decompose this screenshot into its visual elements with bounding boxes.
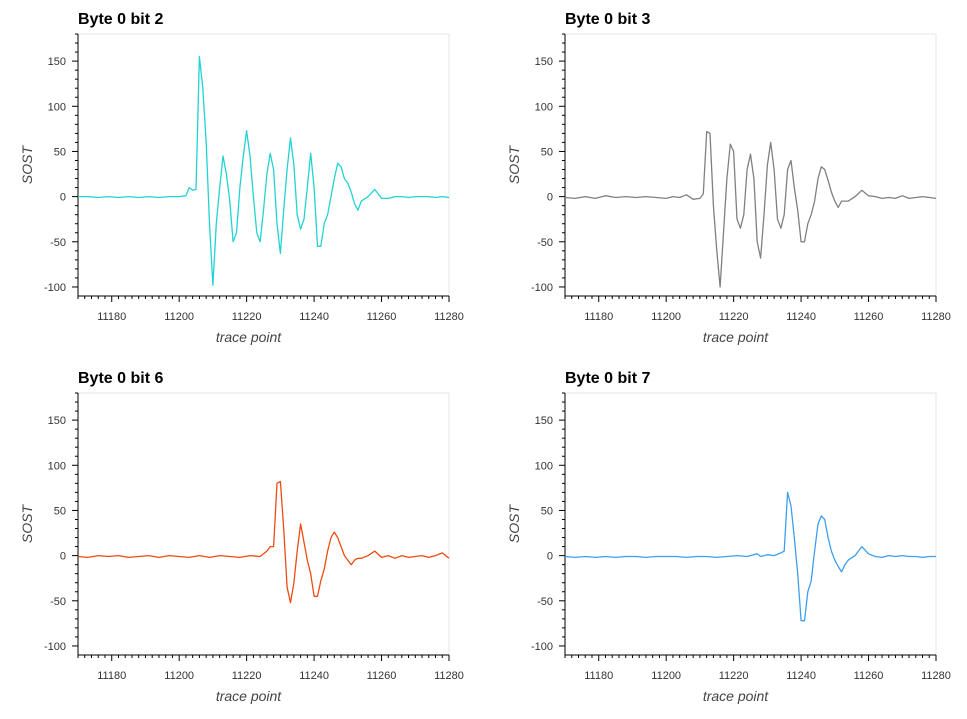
x-tick-label: 11200	[651, 311, 681, 323]
chart-title: Byte 0 bit 3	[565, 11, 650, 28]
x-tick-label: 11240	[299, 670, 329, 682]
y-tick-label: 100	[48, 460, 66, 472]
y-tick-label: -100	[44, 641, 66, 653]
y-tick-label: 50	[541, 505, 553, 517]
x-tick-label: 11220	[232, 311, 262, 323]
y-tick-label: -50	[50, 237, 66, 249]
x-tick-label: 11200	[164, 311, 194, 323]
y-tick-label: -100	[531, 641, 553, 653]
x-axis-label: trace point	[216, 329, 282, 345]
panel-byte-0-bit-7: Byte 0 bit 7 -100 -50 0 50 100 150 11180 11200 11…	[506, 370, 951, 704]
y-tick-label: 100	[48, 101, 66, 113]
y-tick-label: -50	[537, 596, 553, 608]
y-tick-label: 150	[48, 415, 66, 427]
x-tick-label: 11280	[434, 311, 464, 323]
y-tick-label: -50	[50, 596, 66, 608]
x-tick-label: 11220	[232, 670, 262, 682]
y-tick-label: 50	[54, 505, 66, 517]
y-axis-label: SOST	[19, 144, 35, 184]
plot-area	[77, 392, 450, 656]
x-tick-label: 11180	[584, 670, 613, 682]
chart-title: Byte 0 bit 7	[565, 370, 650, 387]
x-tick-label: 11260	[367, 311, 397, 323]
y-tick-label: 100	[535, 101, 553, 113]
panel-byte-0-bit-6: Byte 0 bit 6 -100 -50 0 50 100 150 11180 11200 11…	[19, 370, 464, 704]
x-axis-label: trace point	[703, 688, 769, 704]
x-tick-label: 11240	[786, 670, 816, 682]
x-tick-label: 11260	[367, 670, 397, 682]
series-line	[564, 130, 937, 288]
plot-area	[564, 33, 937, 297]
x-tick-label: 11280	[921, 311, 951, 323]
x-tick-label: 11260	[854, 670, 884, 682]
y-tick-label: 50	[54, 146, 66, 158]
y-axis-label: SOST	[19, 503, 35, 543]
x-axis-label: trace point	[703, 329, 769, 345]
y-tick-label: 150	[535, 56, 553, 68]
x-tick-label: 11280	[921, 670, 951, 682]
y-tick-label: -100	[531, 282, 553, 294]
chart-title: Byte 0 bit 6	[78, 370, 163, 387]
x-tick-label: 11200	[651, 670, 681, 682]
y-tick-label: 150	[48, 56, 66, 68]
y-tick-label: -100	[44, 282, 66, 294]
x-tick-label: 11260	[854, 311, 884, 323]
x-tick-label: 11180	[97, 311, 126, 323]
x-tick-label: 11180	[584, 311, 613, 323]
x-tick-label: 11200	[164, 670, 194, 682]
y-tick-label: 0	[547, 192, 553, 204]
y-tick-label: -50	[537, 237, 553, 249]
series-line	[77, 480, 450, 604]
y-tick-label: 0	[547, 551, 553, 563]
plot-area	[77, 33, 450, 297]
y-tick-label: 150	[535, 415, 553, 427]
series-line	[78, 55, 450, 286]
y-tick-label: 50	[541, 146, 553, 158]
y-tick-label: 0	[60, 551, 66, 563]
y-axis-label: SOST	[506, 503, 522, 543]
y-axis-label: SOST	[506, 144, 522, 184]
x-tick-label: 11240	[299, 311, 329, 323]
plot-area	[564, 392, 937, 656]
x-tick-label: 11240	[786, 311, 816, 323]
x-axis-label: trace point	[216, 688, 282, 704]
panel-byte-0-bit-3: Byte 0 bit 3 -100 -50 0 50 100 150 11180 11200 11…	[506, 11, 951, 345]
x-tick-label: 11280	[434, 670, 464, 682]
chart-title: Byte 0 bit 2	[78, 11, 163, 28]
panel-byte-0-bit-2: Byte 0 bit 2 -100 -50 0 50 100 150 11180 11200 11…	[19, 11, 464, 345]
x-tick-label: 11180	[97, 670, 126, 682]
series-line	[564, 491, 936, 622]
y-tick-label: 100	[535, 460, 553, 472]
x-tick-label: 11220	[719, 670, 749, 682]
x-tick-label: 11220	[719, 311, 749, 323]
y-tick-label: 0	[60, 192, 66, 204]
